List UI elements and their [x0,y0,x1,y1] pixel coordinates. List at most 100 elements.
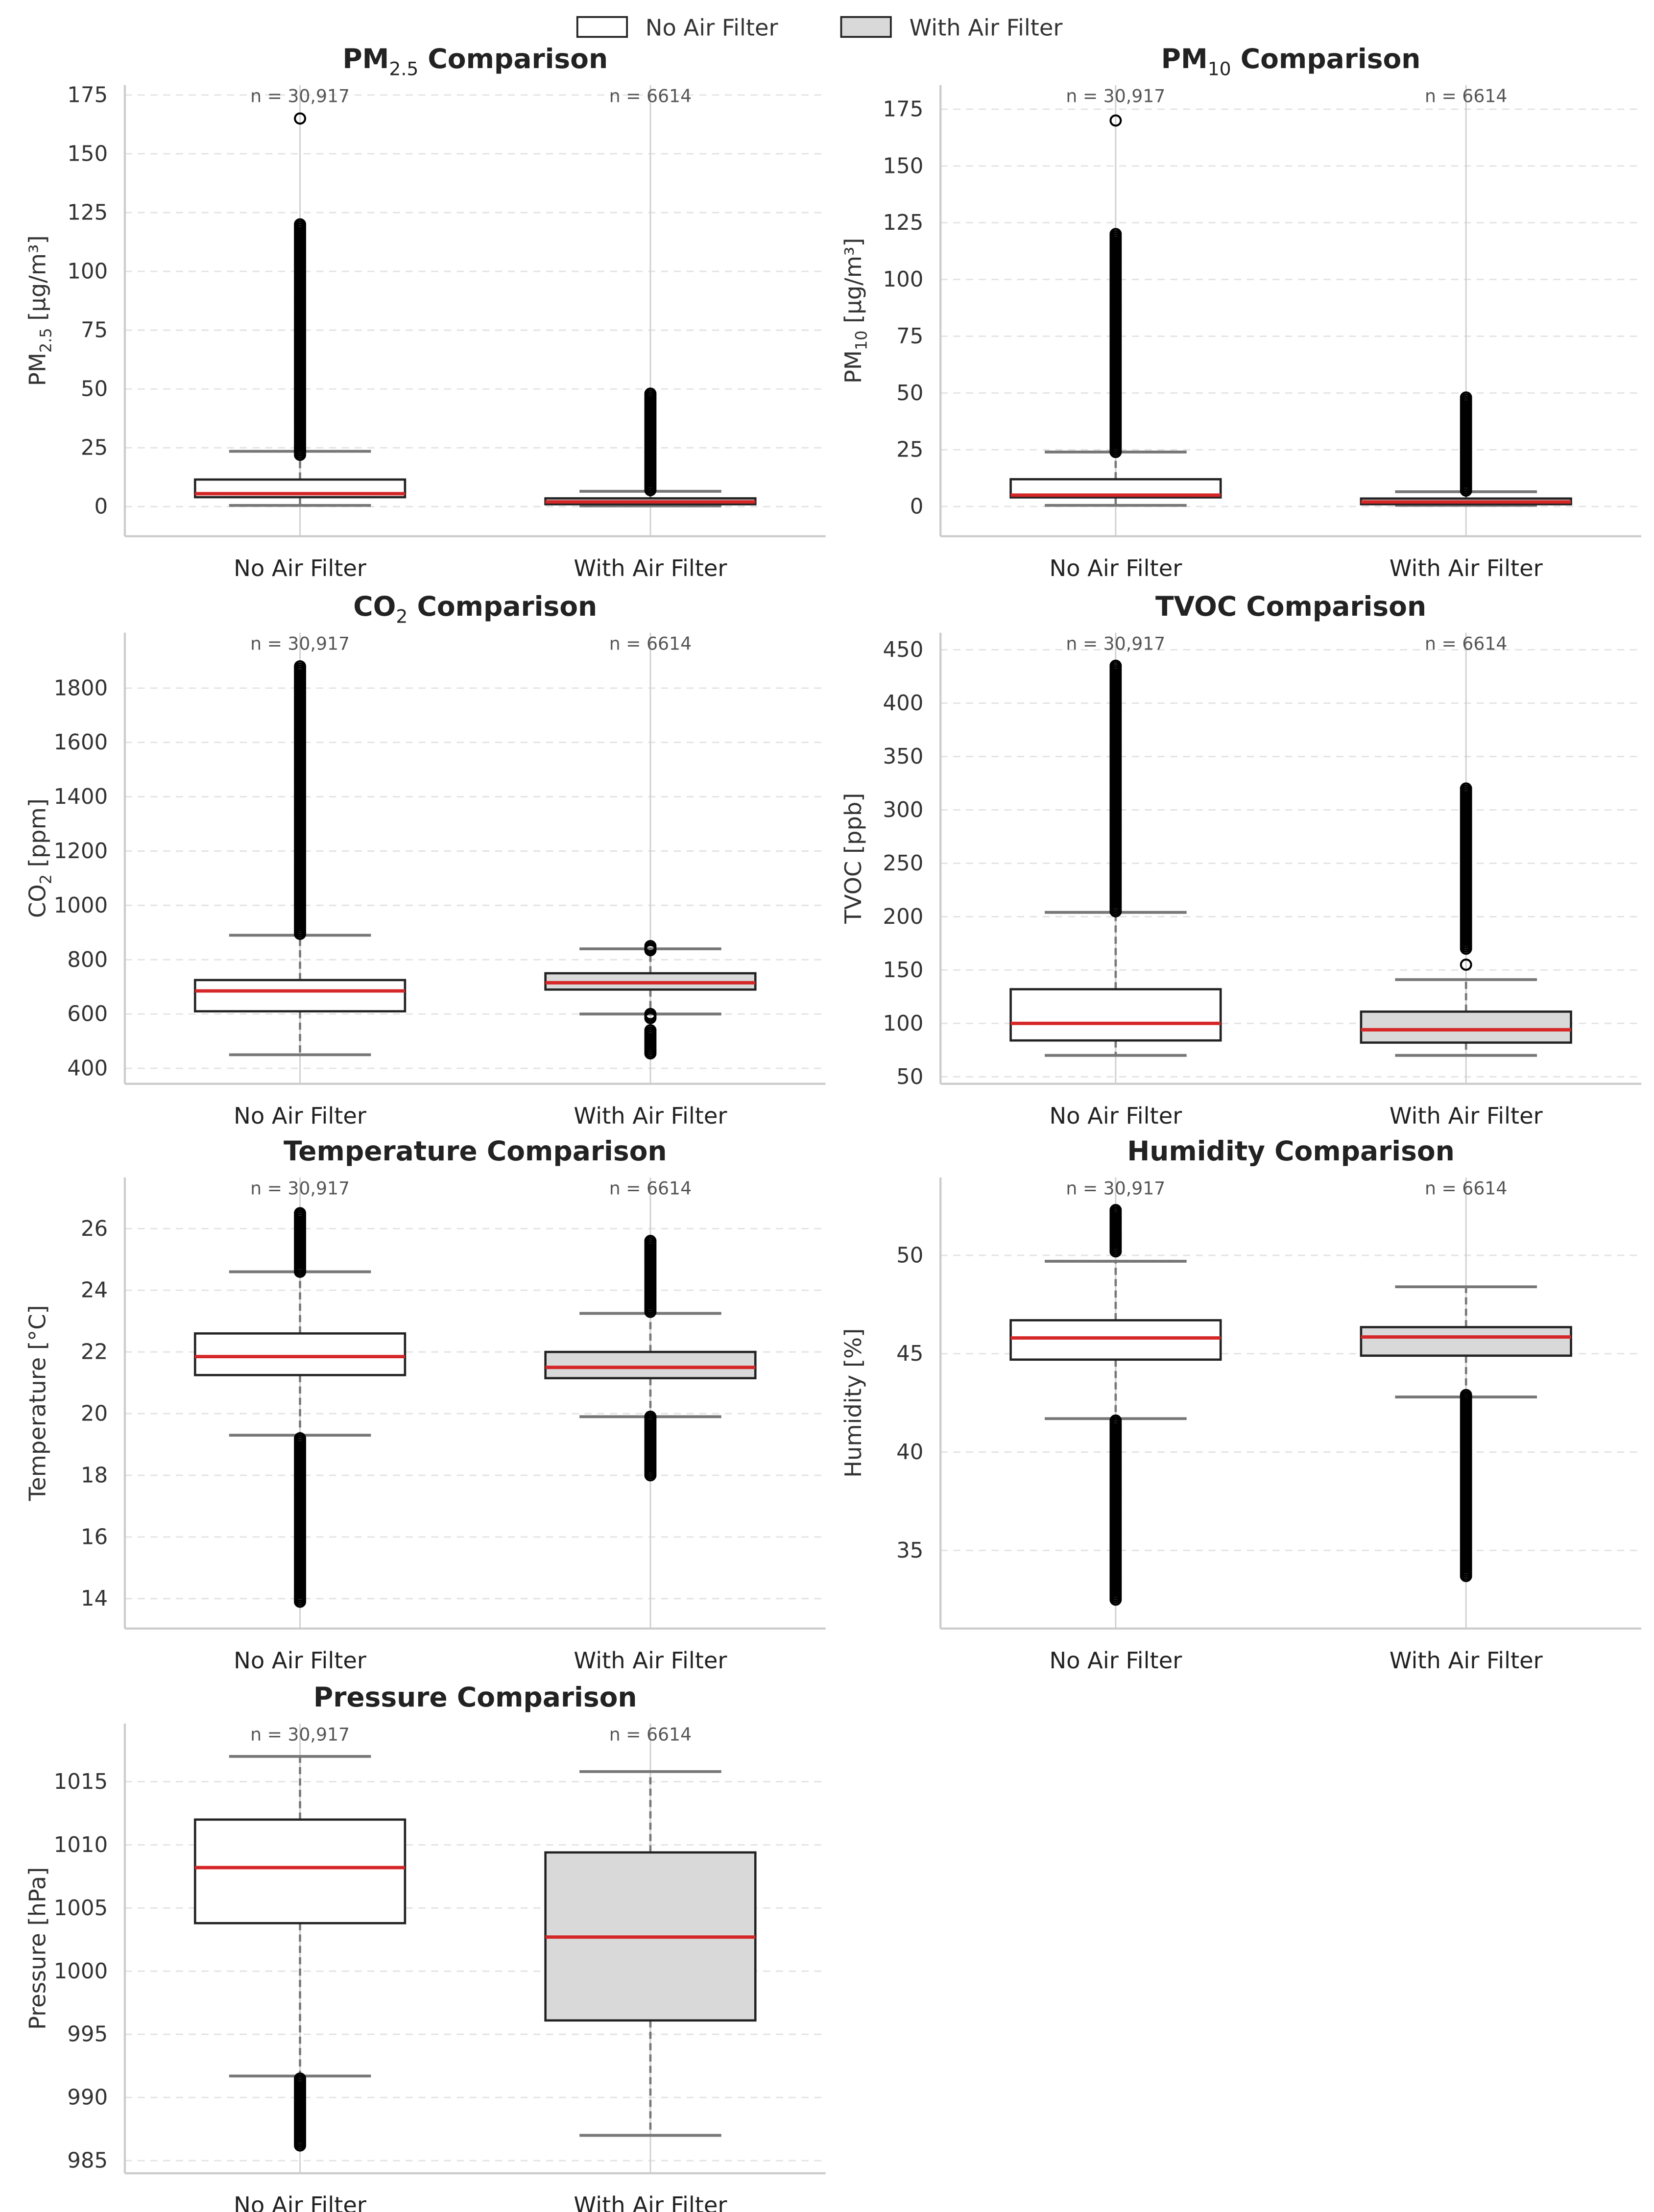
box-iqr [1360,1326,1572,1357]
ylabel-text: TVOC [ppb] [840,793,866,924]
y-tick-label: 175 [67,83,108,107]
y-axis-label: PM10 [µg/m³] [840,238,871,384]
x-tick-label: With Air Filter [1390,1103,1543,1129]
y-tick-label: 50 [896,1243,923,1268]
y-tick-label: 125 [883,211,924,235]
y-axis-label: Temperature [°C] [24,1305,51,1501]
ylabel-text: CO [24,884,51,918]
chart-title: CO2 Comparison [353,591,597,627]
outlier-point [1109,1414,1122,1427]
sample-count-label: n = 30,917 [250,633,350,654]
ylabel-text: [ppm] [24,798,51,874]
x-tick-label: No Air Filter [1049,555,1182,581]
box-with-air-filter [544,1235,757,1482]
x-tick-label: No Air Filter [234,555,367,581]
chart-title: Humidity Comparison [1127,1135,1455,1167]
outlier-point [294,2072,307,2085]
y-tick-label: 125 [67,201,108,225]
sample-count-label: n = 6614 [1425,86,1507,107]
sample-count-label: n = 6614 [609,1178,692,1199]
y-tick-label: 22 [81,1340,108,1365]
box-with-air-filter [1360,391,1572,507]
x-tick-label: No Air Filter [234,1103,367,1129]
title-text: Comparison [1231,43,1421,74]
box-iqr [1360,1010,1572,1044]
y-tick-label: 18 [81,1463,108,1488]
title-subscript: 2.5 [389,58,418,79]
y-axis-label: CO2 [ppm] [24,798,55,918]
ylabel-subscript: 10 [852,331,871,351]
y-tick-label: 1015 [54,1770,108,1794]
box-with-air-filter [1360,782,1572,1057]
y-tick-label: 150 [883,154,924,178]
outlier-point [1109,228,1122,240]
y-tick-label: 990 [67,2086,108,2110]
outlier-point [1460,391,1472,404]
chart-title: TVOC Comparison [1155,591,1426,622]
y-tick-label: 300 [883,798,924,822]
y-tick-label: 16 [81,1525,108,1549]
legend-label-no-filter: No Air Filter [646,14,779,41]
x-tick-label: No Air Filter [1049,1103,1182,1129]
title-text: PM [342,43,389,74]
outlier-point [644,1410,657,1423]
y-tick-label: 100 [67,260,108,284]
x-tick-label: With Air Filter [574,1647,727,1674]
y-tick-label: 150 [67,142,108,166]
outlier-point [644,1024,657,1036]
chart-title: Temperature Comparison [284,1135,667,1167]
y-tick-label: 1010 [54,1833,108,1857]
y-tick-label: 1800 [54,676,108,700]
y-tick-label: 75 [81,318,108,343]
outlier-point [644,1008,657,1020]
y-tick-label: 0 [910,495,924,519]
y-tick-label: 25 [81,436,108,460]
y-tick-label: 995 [67,2022,108,2047]
box-iqr [193,1818,407,1924]
box-no-air-filter [193,112,407,507]
chart-title: Pressure Comparison [313,1682,637,1713]
outlier-point [1460,1389,1472,1401]
box-no-air-filter [193,660,407,1057]
x-tick-label: With Air Filter [1390,1647,1543,1674]
title-text: Pressure Comparison [313,1682,637,1713]
y-tick-label: 0 [95,495,108,519]
box-no-air-filter [193,1755,407,2152]
title-subscript: 10 [1208,58,1231,79]
sample-count-label: n = 6614 [609,86,692,107]
y-tick-label: 1005 [54,1896,108,1921]
legend-label-with-filter: With Air Filter [909,14,1063,41]
sample-count-label: n = 30,917 [1066,1178,1165,1199]
y-tick-label: 50 [896,1065,923,1089]
outlier-point [294,1207,307,1220]
title-text: Humidity Comparison [1127,1135,1455,1167]
x-tick-label: No Air Filter [234,2192,367,2212]
y-tick-label: 175 [883,97,924,121]
y-tick-label: 50 [81,377,108,402]
y-tick-label: 100 [883,1011,924,1036]
y-tick-label: 1400 [54,785,108,809]
box-iqr [1009,988,1222,1042]
chart-panel-5: 35 40 45 50 Humidity Comparison Humidity [%] n… [840,1135,1641,1674]
y-axis-label: Pressure [hPa] [24,1867,51,2030]
box-with-air-filter [544,940,757,1060]
y-axis-label: PM2.5 [µg/m³] [24,235,55,386]
box-with-air-filter [1360,1285,1572,1583]
y-axis-label: TVOC [ppb] [840,793,866,924]
title-subscript: 2 [396,605,408,627]
x-tick-label: No Air Filter [234,1647,367,1674]
outlier-point [1460,959,1472,971]
box-no-air-filter [193,1207,407,1608]
outlier-point [294,112,307,125]
box-iqr [193,979,407,1012]
box-iqr [544,1350,757,1379]
y-tick-label: 25 [896,438,923,462]
x-tick-label: With Air Filter [574,555,727,581]
x-tick-label: With Air Filter [574,1103,727,1129]
chart-title: PM10 Comparison [1161,43,1421,79]
y-tick-label: 985 [67,2149,108,2173]
